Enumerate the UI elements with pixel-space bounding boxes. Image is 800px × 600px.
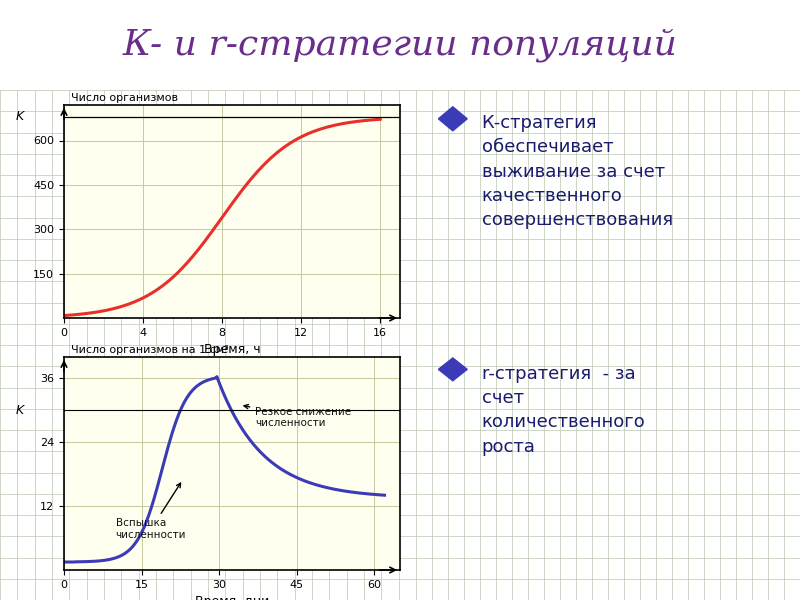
Text: Вспышка
численности: Вспышка численности xyxy=(116,483,186,540)
Text: K: K xyxy=(15,110,24,124)
Text: K: K xyxy=(15,404,24,417)
X-axis label: Время, ч: Время, ч xyxy=(204,343,260,356)
Text: r-стратегия  - за
счет
количественного
роста: r-стратегия - за счет количественного ро… xyxy=(482,365,646,456)
Polygon shape xyxy=(438,107,467,131)
Text: Число организмов на 1 см³: Число организмов на 1 см³ xyxy=(70,345,229,355)
X-axis label: Время, дни: Время, дни xyxy=(195,595,269,600)
Text: Число организмов: Число организмов xyxy=(70,93,178,103)
Polygon shape xyxy=(438,358,467,381)
Text: К- и r-стратегии популяций: К- и r-стратегии популяций xyxy=(122,28,678,62)
Text: К-стратегия
обеспечивает
выживание за счет
качественного
совершенствования: К-стратегия обеспечивает выживание за сч… xyxy=(482,114,673,229)
Text: Резкое снижение
численности: Резкое снижение численности xyxy=(244,404,351,428)
